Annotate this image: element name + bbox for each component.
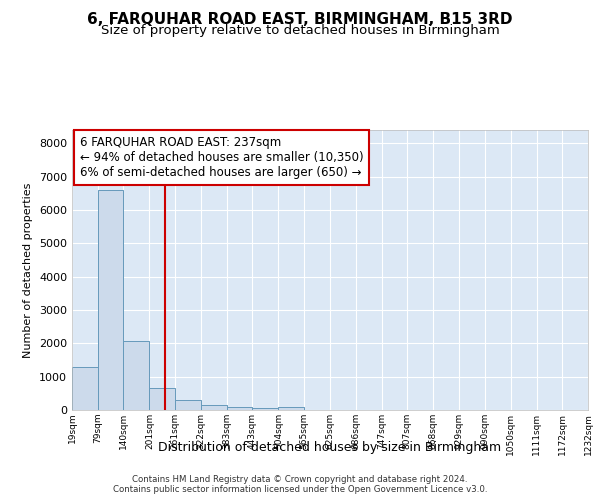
Text: 6 FARQUHAR ROAD EAST: 237sqm
← 94% of detached houses are smaller (10,350)
6% of: 6 FARQUHAR ROAD EAST: 237sqm ← 94% of de… [80,136,364,178]
Bar [72,366,98,410]
Text: Distribution of detached houses by size in Birmingham: Distribution of detached houses by size … [158,441,502,454]
Bar [253,408,278,410]
Text: Contains public sector information licensed under the Open Government Licence v3: Contains public sector information licen… [113,486,487,494]
Bar [227,407,253,410]
Bar [175,400,201,410]
Bar [124,340,149,410]
Bar [278,407,304,410]
Text: 6, FARQUHAR ROAD EAST, BIRMINGHAM, B15 3RD: 6, FARQUHAR ROAD EAST, BIRMINGHAM, B15 3… [87,12,513,28]
Text: Size of property relative to detached houses in Birmingham: Size of property relative to detached ho… [101,24,499,37]
Y-axis label: Number of detached properties: Number of detached properties [23,182,34,358]
Bar [149,388,175,410]
Bar [98,190,124,410]
Bar [201,406,227,410]
Text: Contains HM Land Registry data © Crown copyright and database right 2024.: Contains HM Land Registry data © Crown c… [132,476,468,484]
